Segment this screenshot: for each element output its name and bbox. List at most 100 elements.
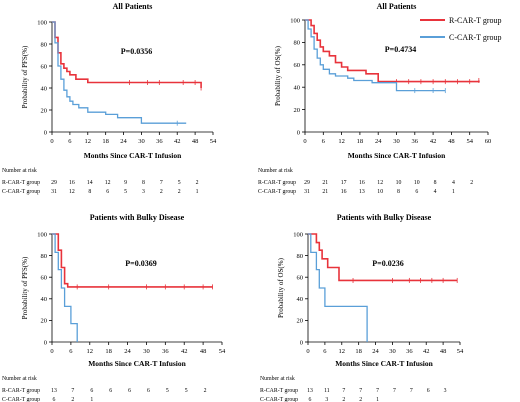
km-curve-c [305, 19, 446, 92]
y-tick-label: 0 [44, 339, 47, 346]
p-value: P=0.0356 [121, 47, 152, 56]
y-tick-label: 40 [294, 85, 301, 92]
risk-value: 3 [142, 189, 145, 195]
x-tick-label: 6 [322, 138, 326, 145]
y-tick-label: 40 [297, 296, 304, 303]
risk-header: Number at risk [2, 376, 37, 382]
km-curve-r [305, 19, 480, 83]
y-tick-label: 20 [297, 318, 304, 325]
y-tick-label: 100 [37, 19, 47, 26]
x-tick-label: 36 [156, 138, 163, 145]
y-tick-label: 20 [294, 107, 301, 114]
risk-value: 2 [470, 180, 473, 186]
panel-title: All Patients [113, 2, 153, 11]
risk-value: 13 [51, 388, 57, 394]
x-tick-label: 24 [372, 348, 379, 355]
x-tick-label: 48 [192, 138, 199, 145]
y-tick-label: 100 [293, 231, 303, 238]
risk-value: 7 [160, 180, 163, 186]
x-tick-label: 30 [393, 138, 400, 145]
y-axis-label: Probability of PFS(%) [21, 45, 29, 108]
x-tick-label: 0 [50, 138, 53, 145]
x-tick-label: 12 [85, 138, 92, 145]
risk-value: 3 [444, 388, 447, 394]
x-tick-label: 48 [440, 348, 447, 355]
p-value: P=0.0369 [125, 259, 156, 268]
y-axis-label: Probability of OS(%) [277, 257, 285, 318]
risk-value: 6 [309, 397, 312, 402]
y-tick-label: 0 [44, 129, 47, 136]
x-tick-label: 24 [375, 138, 382, 145]
legend-label-r: R-CAR-T group [449, 16, 502, 25]
risk-value: 9 [124, 180, 127, 186]
y-tick-label: 60 [297, 275, 304, 282]
x-tick-label: 48 [200, 348, 207, 355]
km-curve-r [52, 233, 213, 288]
km-panel-4: Patients with Bulky Disease 0 20 40 60 80 100 0… [260, 213, 464, 402]
panel-title: Patients with Bulky Disease [90, 213, 185, 222]
risk-value: 6 [415, 189, 418, 195]
x-tick-label: 36 [406, 348, 413, 355]
risk-value: 21 [322, 189, 328, 195]
risk-row-label: C-CAR-T group [258, 189, 296, 195]
y-tick-label: 60 [294, 62, 301, 69]
risk-value: 16 [359, 180, 365, 186]
risk-value: 31 [304, 189, 310, 195]
km-curve-c [52, 21, 187, 124]
x-tick-label: 18 [355, 348, 362, 355]
risk-row-label: R-CAR-T group [2, 180, 40, 186]
x-tick-label: 42 [181, 348, 188, 355]
risk-value: 6 [128, 388, 131, 394]
x-tick-label: 30 [389, 348, 396, 355]
x-axis-label: Months Since CAR-T Infusion [84, 151, 182, 160]
km-curve-c [308, 233, 368, 342]
x-tick-label: 24 [120, 138, 127, 145]
risk-value: 2 [204, 388, 207, 394]
x-tick-label: 6 [69, 348, 73, 355]
km-panel-3: Patients with Bulky Disease 0 20 40 60 80 100 0… [2, 213, 226, 402]
risk-value: 31 [51, 189, 57, 195]
risk-value: 2 [359, 397, 362, 402]
risk-value: 7 [342, 388, 345, 394]
risk-value: 5 [166, 388, 169, 394]
y-tick-label: 20 [41, 107, 48, 114]
y-tick-label: 80 [294, 40, 301, 47]
x-tick-label: 30 [138, 138, 145, 145]
risk-value: 13 [307, 388, 313, 394]
risk-value: 6 [147, 388, 150, 394]
risk-value: 4 [452, 180, 455, 186]
x-axis-label: Months Since CAR-T Infusion [348, 151, 446, 160]
risk-value: 7 [393, 388, 396, 394]
y-tick-label: 0 [300, 339, 303, 346]
risk-value: 29 [51, 180, 57, 186]
x-tick-label: 6 [323, 348, 327, 355]
risk-value: 5 [124, 189, 127, 195]
risk-value: 8 [88, 189, 91, 195]
y-tick-label: 20 [41, 318, 48, 325]
x-tick-label: 48 [448, 138, 455, 145]
x-tick-label: 12 [338, 138, 345, 145]
y-tick-label: 0 [297, 129, 300, 136]
risk-row-label: R-CAR-T group [2, 388, 40, 394]
risk-value: 6 [109, 388, 112, 394]
y-tick-label: 60 [41, 63, 48, 70]
risk-value: 6 [53, 397, 56, 402]
x-tick-label: 0 [306, 348, 309, 355]
x-tick-label: 36 [162, 348, 169, 355]
risk-value: 5 [178, 180, 181, 186]
p-value: P=0.4734 [385, 45, 416, 54]
x-tick-label: 42 [423, 348, 430, 355]
x-tick-label: 42 [174, 138, 181, 145]
legend: R-CAR-T group C-CAR-T group [420, 16, 502, 42]
x-tick-label: 54 [457, 348, 464, 355]
risk-value: 1 [452, 189, 455, 195]
km-curve-c [52, 233, 78, 342]
risk-value: 21 [322, 180, 328, 186]
risk-value: 10 [414, 180, 420, 186]
risk-value: 7 [376, 388, 379, 394]
y-tick-label: 60 [41, 275, 48, 282]
risk-value: 1 [376, 397, 379, 402]
